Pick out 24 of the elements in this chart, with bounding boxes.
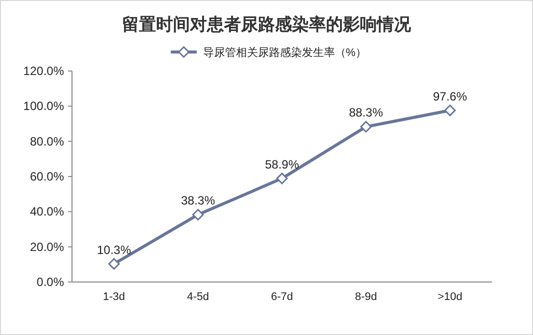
y-tick-label: 100.0% [23,99,64,114]
data-label: 88.3% [348,106,384,120]
y-tick-label: 0.0% [36,275,64,289]
y-tick-label: 60.0% [30,170,64,184]
point [108,258,120,270]
data-label: 38.3% [180,194,216,208]
y-tick-label: 80.0% [30,134,64,148]
chart-title: 留置时间对患者尿路感染率的影响情况 [122,15,412,34]
x-tick-label: 8-9d [354,291,378,303]
point [444,104,456,116]
y-tick-label: 120.0% [23,64,64,78]
x-tick-label: 4-5d [186,291,210,303]
point [276,172,288,184]
point [360,120,372,132]
data-label: 10.3% [96,242,132,257]
point [192,208,204,220]
x-tick-label: 6-7d [270,291,294,303]
data-label: 97.6% [432,89,468,104]
data-label: 58.9% [264,157,300,172]
y-tick-label: 40.0% [30,204,64,219]
y-tick-label: 20.0% [30,240,64,254]
legend-label: 导尿管相关尿路感染发生率（%） [202,46,367,59]
x-tick-label: 1-3d [102,291,126,303]
x-tick-label: >10d [438,291,462,303]
